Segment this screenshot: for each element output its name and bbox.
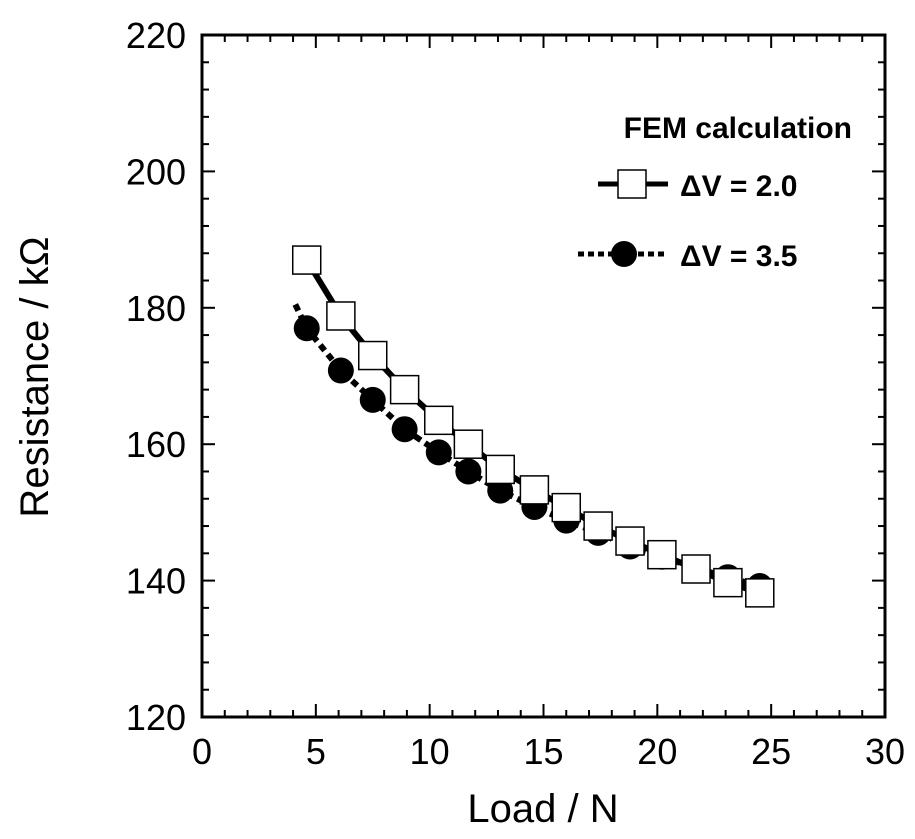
data-point-dv-3-5: [327, 357, 354, 384]
data-point-dv-2-0: [519, 475, 550, 505]
data-point-dv-3-5: [425, 439, 452, 466]
data-point-dv-2-0: [647, 539, 677, 570]
y-tick-label: 160: [126, 424, 186, 465]
legend-label-series-2: ΔV = 3.5: [680, 240, 797, 273]
data-point-dv-3-5: [455, 458, 482, 485]
data-point-dv-3-5: [293, 315, 320, 342]
data-point-dv-2-0: [551, 492, 582, 523]
data-point-dv-2-0: [615, 526, 645, 556]
legend-title: FEM calculation: [624, 112, 852, 145]
data-point-dv-3-5: [391, 416, 418, 443]
data-point-dv-2-0: [681, 554, 711, 584]
x-tick-label: 10: [410, 731, 450, 772]
data-point-dv-2-0: [358, 340, 388, 371]
legend-marker-series-1: [617, 169, 647, 199]
data-point-dv-2-0: [713, 567, 743, 598]
x-tick-label: 30: [865, 731, 905, 772]
x-tick-label: 5: [306, 731, 326, 772]
x-tick-label: 0: [192, 731, 212, 772]
data-point-dv-2-0: [389, 374, 420, 405]
y-tick-label: 200: [126, 151, 186, 192]
x-tick-label: 15: [523, 731, 563, 772]
plot-area-frame: [200, 33, 887, 719]
y-tick-label: 140: [126, 561, 186, 602]
x-tick-label: 25: [751, 731, 791, 772]
tick-labels: 0 5 10 15 20 25 30 120 140 160 180 200 220: [126, 15, 905, 772]
x-axis-label: Load / N: [467, 787, 618, 831]
y-axis-label: Resistance / kΩ: [13, 236, 57, 517]
data-point-dv-2-0: [424, 405, 454, 436]
data-point-dv-2-0: [485, 454, 515, 485]
y-tick-label: 120: [126, 697, 186, 738]
y-tick-label: 180: [126, 288, 186, 329]
data-point-dv-3-5: [359, 386, 386, 413]
legend-label-series-1: ΔV = 2.0: [680, 170, 797, 203]
y-tick-label: 220: [126, 15, 186, 56]
data-point-dv-2-0: [326, 301, 356, 331]
series: [291, 245, 775, 608]
data-point-dv-2-0: [745, 578, 775, 608]
legend: FEM calculation ΔV = 2.0 ΔV = 3.5: [578, 112, 852, 273]
data-point-dv-2-0: [291, 245, 322, 275]
x-tick-label: 20: [637, 731, 677, 772]
data-point-dv-2-0: [453, 429, 484, 459]
data-point-dv-2-0: [583, 511, 613, 541]
legend-marker-series-2: [611, 241, 637, 267]
